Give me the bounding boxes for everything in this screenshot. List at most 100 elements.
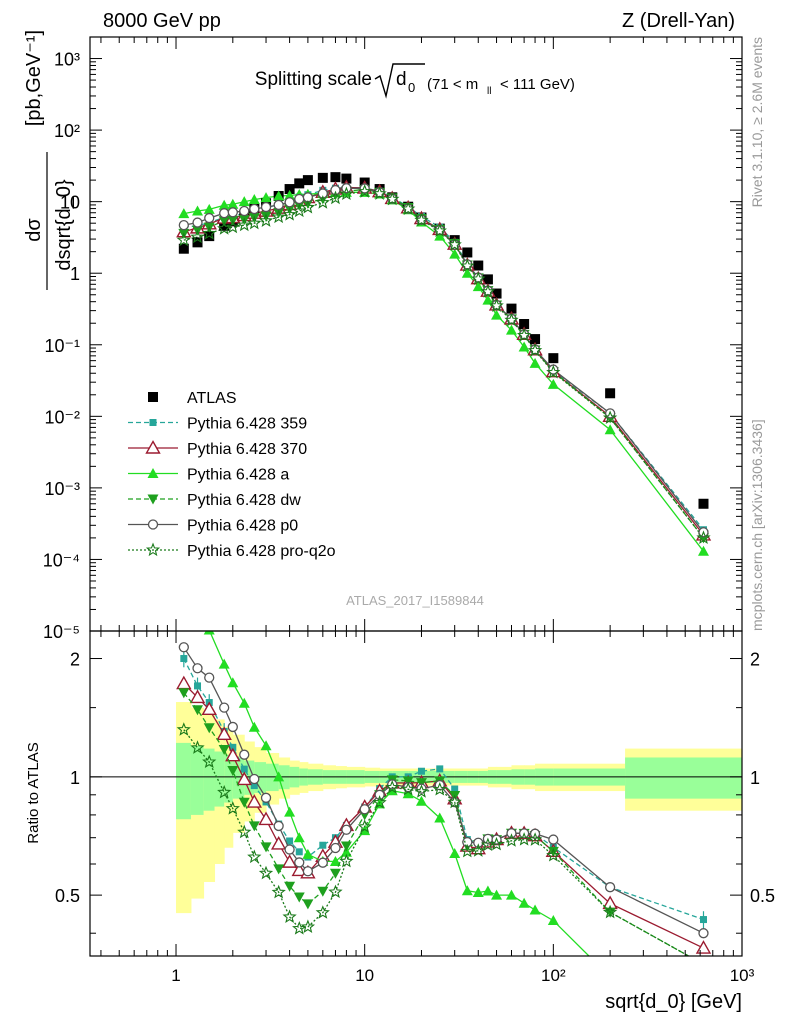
ratio-point <box>260 842 272 853</box>
data-point <box>462 247 473 258</box>
ratio-point <box>246 794 263 808</box>
mc-point <box>203 203 215 214</box>
mc-point <box>238 196 250 207</box>
y-axis-title: dσ dsqrt{d_0} [pb,GeV⁻¹] <box>23 30 75 290</box>
ratio-point <box>194 682 202 690</box>
ratio-point <box>372 795 387 809</box>
mc-point <box>432 223 447 238</box>
y-tick-label: 10⁻¹ <box>44 336 80 356</box>
mc-point <box>328 190 343 205</box>
ratio-point <box>201 701 217 716</box>
ratio-point <box>447 794 462 809</box>
mc-point <box>385 191 400 206</box>
ratio-point <box>341 824 352 835</box>
ratio-point <box>248 721 260 732</box>
ratio-point <box>247 849 262 864</box>
ratio-point <box>260 792 272 803</box>
mc-point <box>414 212 429 227</box>
y-tick-label: 1 <box>70 264 80 284</box>
ratio-point <box>176 722 191 736</box>
mc-point <box>190 229 205 244</box>
ratio-point <box>436 765 444 773</box>
ratio-point <box>284 844 295 855</box>
ratio-point <box>460 843 475 858</box>
ratio-point <box>505 889 517 900</box>
ratio-point <box>529 904 541 915</box>
ratio-y-axis-title: Ratio to ATLAS <box>25 742 42 843</box>
ratio-point <box>284 881 296 892</box>
mc-point <box>225 219 240 234</box>
stat-band <box>214 751 225 807</box>
ratio-point <box>270 835 287 850</box>
mc-point <box>400 201 416 216</box>
ratio-data-marks <box>176 579 712 956</box>
mc-point <box>273 199 284 211</box>
title-range-close: < 111 GeV) <box>500 76 575 93</box>
ratio-point <box>178 688 190 699</box>
y-tick-label: 10⁻³ <box>44 479 80 499</box>
ratio-point <box>202 754 217 769</box>
ratio-point <box>229 743 237 751</box>
ratio-point <box>248 821 260 832</box>
mc-point <box>248 194 260 205</box>
data-point <box>330 172 341 183</box>
ratio-point <box>190 740 205 754</box>
mc-point <box>284 197 295 208</box>
ratio-point <box>471 843 486 857</box>
mc-point <box>529 357 541 368</box>
ratio-point <box>291 862 307 877</box>
ratio-point <box>282 909 297 924</box>
data-point <box>284 184 295 195</box>
mc-point <box>315 195 330 209</box>
legend-label: Pythia 6.428 pro-q2o <box>187 543 336 560</box>
mc-point <box>547 378 559 389</box>
ratio-point <box>699 916 707 924</box>
mc-point <box>237 217 252 232</box>
ratio-curves <box>176 579 712 956</box>
ratio-point <box>329 855 341 866</box>
y-tick-label: 10⁻² <box>44 407 80 427</box>
legend-marker <box>145 542 161 557</box>
mc-point <box>273 208 285 219</box>
ratio-point <box>180 655 188 663</box>
mc-point <box>176 232 191 247</box>
ratio-point <box>302 848 314 859</box>
ratio-point <box>192 663 203 674</box>
mc-point <box>294 193 305 205</box>
data-point <box>548 353 559 364</box>
ratio-point <box>260 740 272 751</box>
ratio-point <box>482 885 494 896</box>
ratio-point <box>414 784 429 798</box>
legend-marker <box>147 494 159 505</box>
mc-point <box>260 211 272 222</box>
title-range-open: (71 < m <box>427 76 478 93</box>
ratio-point <box>271 884 286 899</box>
ratio-point <box>415 778 427 789</box>
ratio-point <box>374 789 385 800</box>
mc-point <box>204 212 215 224</box>
ratio-point <box>328 884 343 899</box>
ratio-point <box>178 579 189 589</box>
ratio-point <box>415 795 427 806</box>
mc-point <box>604 424 616 435</box>
ratio-point <box>432 782 447 796</box>
mc-point <box>284 189 296 200</box>
ratio-point <box>417 767 425 775</box>
rivet-label: Rivet 3.1.10, ≥ 2.6M events <box>749 37 765 207</box>
ratio-point <box>227 766 239 777</box>
x-axis-title: sqrt{d_0} [GeV] <box>605 991 742 1013</box>
stat-band <box>190 745 205 815</box>
data-point <box>192 237 203 248</box>
ratio-point <box>504 833 519 847</box>
ratio-point <box>317 857 328 868</box>
ratio-point <box>400 781 416 796</box>
ratio-point <box>434 780 445 791</box>
mc-point <box>527 343 543 357</box>
mc-point <box>359 183 370 194</box>
x-tick-label: 10² <box>541 966 566 985</box>
legend-marker <box>145 440 161 454</box>
ratio-point <box>604 882 616 893</box>
y-tick-label: 10⁻⁵ <box>43 622 80 642</box>
ratio-point <box>218 744 230 755</box>
ratio-point <box>240 765 248 773</box>
